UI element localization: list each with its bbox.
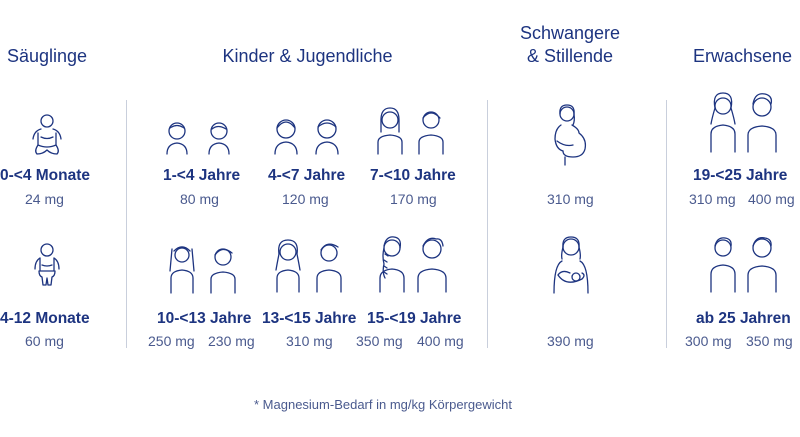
adult-label-0: 19-<25 Jahre <box>693 167 788 184</box>
adult-value-0-f: 310 mg <box>689 191 736 207</box>
child-label-3: 10-<13 Jahre <box>157 310 252 327</box>
teen-pair-icon <box>376 234 450 294</box>
header-children: Kinder & Jugendliche <box>222 46 393 66</box>
header-pregnant-line2: & Stillende <box>526 46 614 66</box>
header-pregnant: Schwangere & Stillende <box>500 22 640 68</box>
child-pair-icon-4 <box>166 243 240 295</box>
child-value-5-m: 400 mg <box>417 333 464 349</box>
infant-label-0: 0-<4 Monate <box>0 167 91 184</box>
pregnant-value: 310 mg <box>547 191 594 207</box>
child-value-3-f: 250 mg <box>148 333 195 349</box>
divider-2 <box>487 100 488 348</box>
child-pair-icon-3 <box>374 106 448 156</box>
header-infants: Säuglinge <box>6 46 88 66</box>
child-label-0: 1-<4 Jahre <box>163 167 241 184</box>
adult-label-1: ab 25 Jahren <box>696 310 791 327</box>
footnote: * Magnesium-Bedarf in mg/kg Körpergewich… <box>254 397 512 412</box>
child-label-5: 15-<19 Jahre <box>367 310 462 327</box>
adult-pair-icon-1 <box>707 90 779 154</box>
child-label-2: 7-<10 Jahre <box>370 167 456 184</box>
child-pair-icon-5 <box>272 238 346 294</box>
child-value-1: 120 mg <box>282 191 329 207</box>
child-value-2: 170 mg <box>390 191 437 207</box>
child-value-0: 80 mg <box>180 191 219 207</box>
header-pregnant-line1: Schwangere <box>519 23 621 43</box>
baby-icon <box>29 113 65 157</box>
child-pair-icon-1 <box>162 120 234 156</box>
adult-value-1-m: 350 mg <box>746 333 793 349</box>
infant-label-1: 4-12 Monate <box>0 310 90 327</box>
adult-pair-icon-2 <box>707 234 779 294</box>
child-value-4: 310 mg <box>286 333 333 349</box>
child-value-5-f: 350 mg <box>356 333 403 349</box>
breastfeeding-woman-icon <box>550 235 592 295</box>
divider-3 <box>666 100 667 348</box>
child-label-4: 13-<15 Jahre <box>262 310 357 327</box>
child-value-3-m: 230 mg <box>208 333 255 349</box>
toddler-icon <box>29 243 65 287</box>
adult-value-0-m: 400 mg <box>748 191 795 207</box>
header-adults: Erwachsene <box>692 46 793 66</box>
divider-1 <box>126 100 127 348</box>
infant-value-0: 24 mg <box>25 191 64 207</box>
child-label-1: 4-<7 Jahre <box>268 167 346 184</box>
pregnant-woman-icon <box>551 103 591 167</box>
breastfeeding-value: 390 mg <box>547 333 594 349</box>
infant-value-1: 60 mg <box>25 333 64 349</box>
child-pair-icon-2 <box>270 116 344 156</box>
adult-value-1-f: 300 mg <box>685 333 732 349</box>
